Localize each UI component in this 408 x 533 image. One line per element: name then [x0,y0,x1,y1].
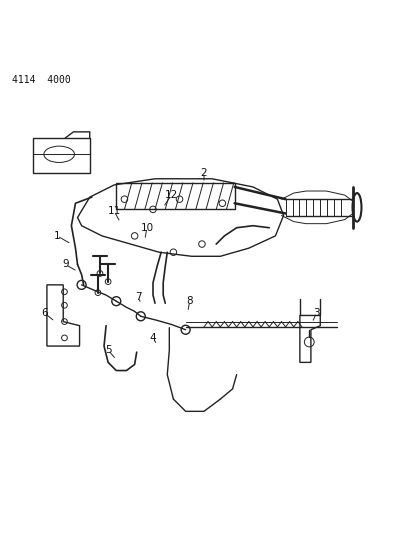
Text: 4114  4000: 4114 4000 [12,75,71,85]
Text: 7: 7 [135,292,142,302]
Text: 8: 8 [186,296,193,306]
Text: 9: 9 [62,260,69,270]
Text: 1: 1 [54,231,60,241]
Text: 10: 10 [140,223,153,233]
Text: 11: 11 [108,206,121,216]
Text: 3: 3 [313,309,319,318]
Text: 6: 6 [42,309,48,318]
Text: 12: 12 [165,190,178,200]
Text: 4: 4 [150,333,156,343]
Text: 5: 5 [105,345,111,355]
Text: 2: 2 [201,168,207,177]
